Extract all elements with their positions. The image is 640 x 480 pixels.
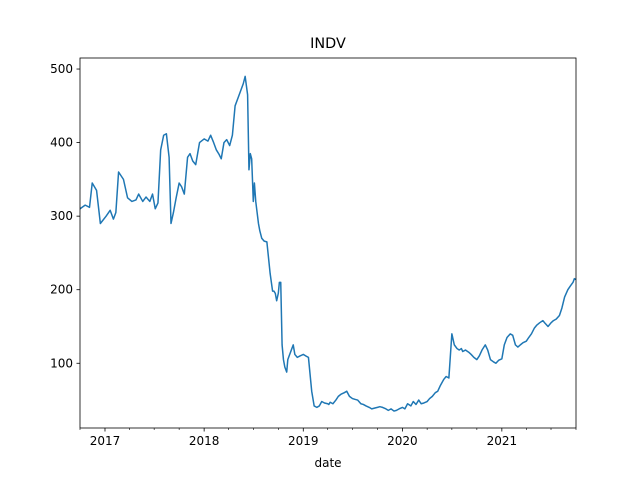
y-tick-label-300: 300 [50,209,73,223]
x-axis: 2017 2018 2019 2020 2021 [79,428,577,448]
plot-area [80,75,576,412]
series-line [80,75,576,412]
plot-frame [79,57,577,429]
x-axis-label: date [314,456,341,470]
x-tick-label-2020: 2020 [387,434,418,448]
x-tick-label-2017: 2017 [90,434,121,448]
y-tick-label-200: 200 [50,283,73,297]
x-tick-label-2019: 2019 [288,434,319,448]
x-tick-label-2021: 2021 [487,434,518,448]
y-tick-label-500: 500 [50,62,73,76]
x-tick-label-2018: 2018 [189,434,220,448]
y-axis: 100 200 300 400 500 [50,62,80,370]
y-tick-label-100: 100 [50,356,73,370]
chart-title: INDV [310,36,346,52]
y-tick-label-400: 400 [50,136,73,150]
